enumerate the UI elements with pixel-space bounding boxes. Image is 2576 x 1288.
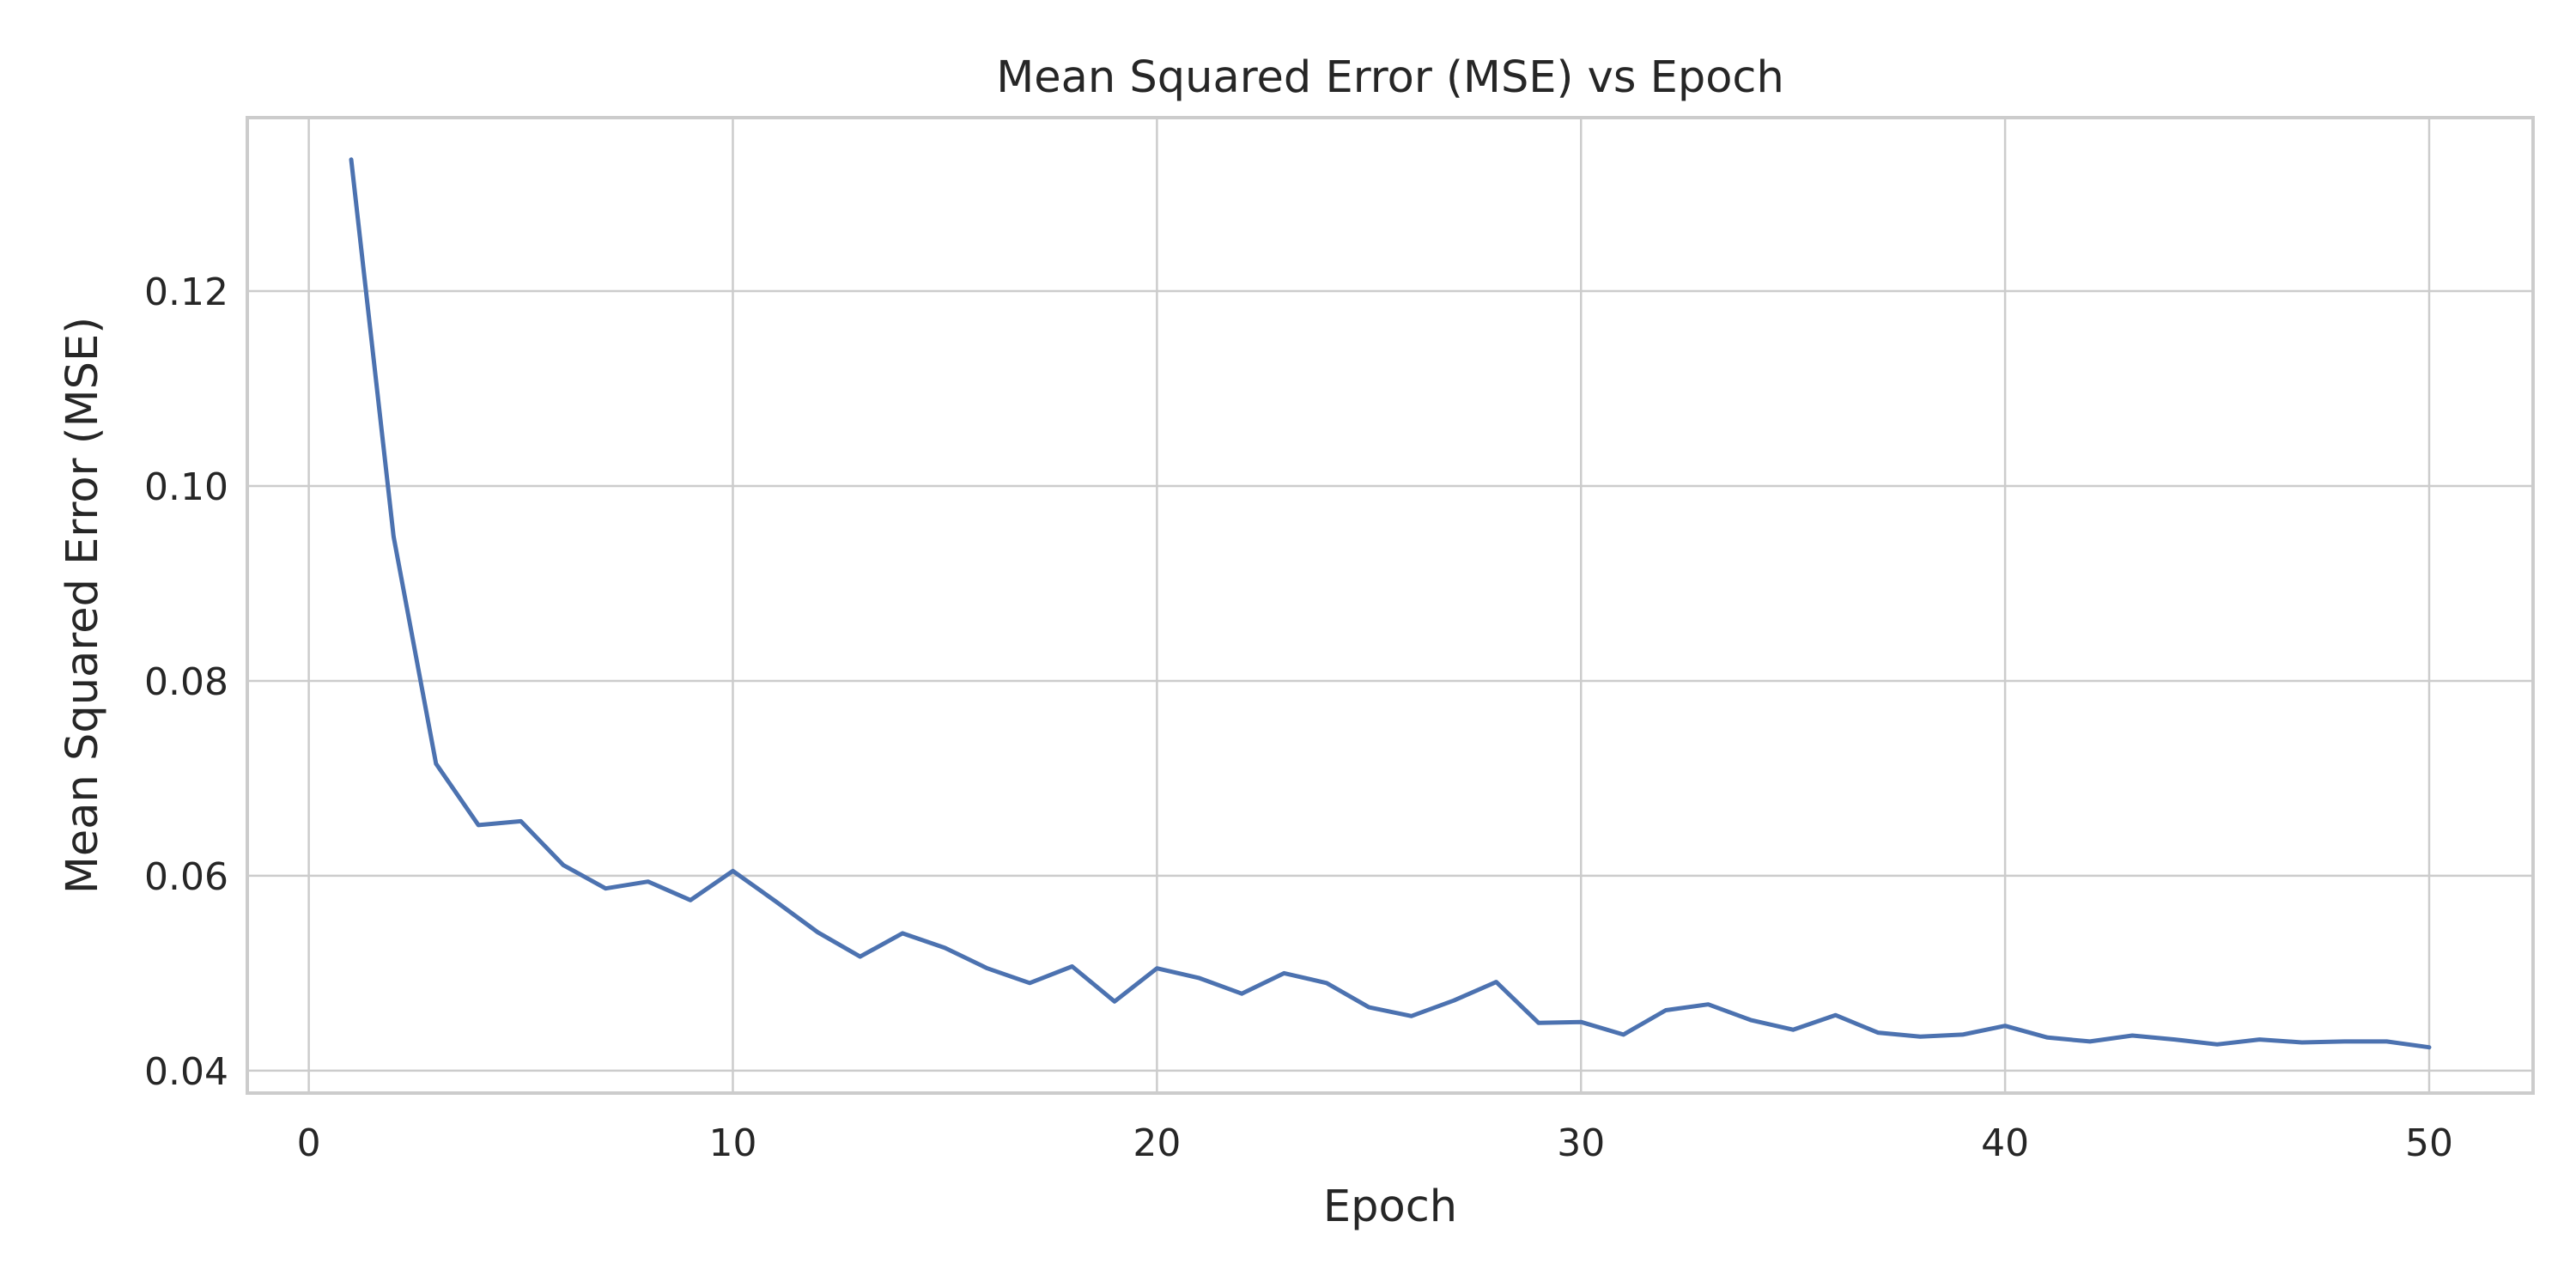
chart-title: Mean Squared Error (MSE) vs Epoch <box>996 52 1784 103</box>
tick-layer: 0 10 20 30 40 50 0.04 0.06 0.08 0.10 0.12 <box>144 270 2453 1165</box>
x-tick-label: 10 <box>708 1121 756 1165</box>
x-tick-label: 30 <box>1557 1121 1605 1165</box>
x-tick-label: 40 <box>1981 1121 2029 1165</box>
y-tick-label: 0.04 <box>144 1050 228 1094</box>
y-tick-label: 0.06 <box>144 855 228 899</box>
grid-layer <box>247 118 2533 1093</box>
x-tick-label: 50 <box>2405 1121 2453 1165</box>
series-layer <box>349 157 2432 1050</box>
x-tick-label: 20 <box>1133 1121 1181 1165</box>
x-axis-label: Epoch <box>1323 1182 1457 1232</box>
y-tick-label: 0.08 <box>144 660 228 704</box>
y-tick-label: 0.10 <box>144 465 228 509</box>
x-tick-label: 0 <box>297 1121 321 1165</box>
mse-series-line <box>349 157 2432 1050</box>
plot-frame <box>246 116 2535 1095</box>
y-tick-label: 0.12 <box>144 270 228 314</box>
y-axis-label: Mean Squared Error (MSE) <box>58 317 108 894</box>
